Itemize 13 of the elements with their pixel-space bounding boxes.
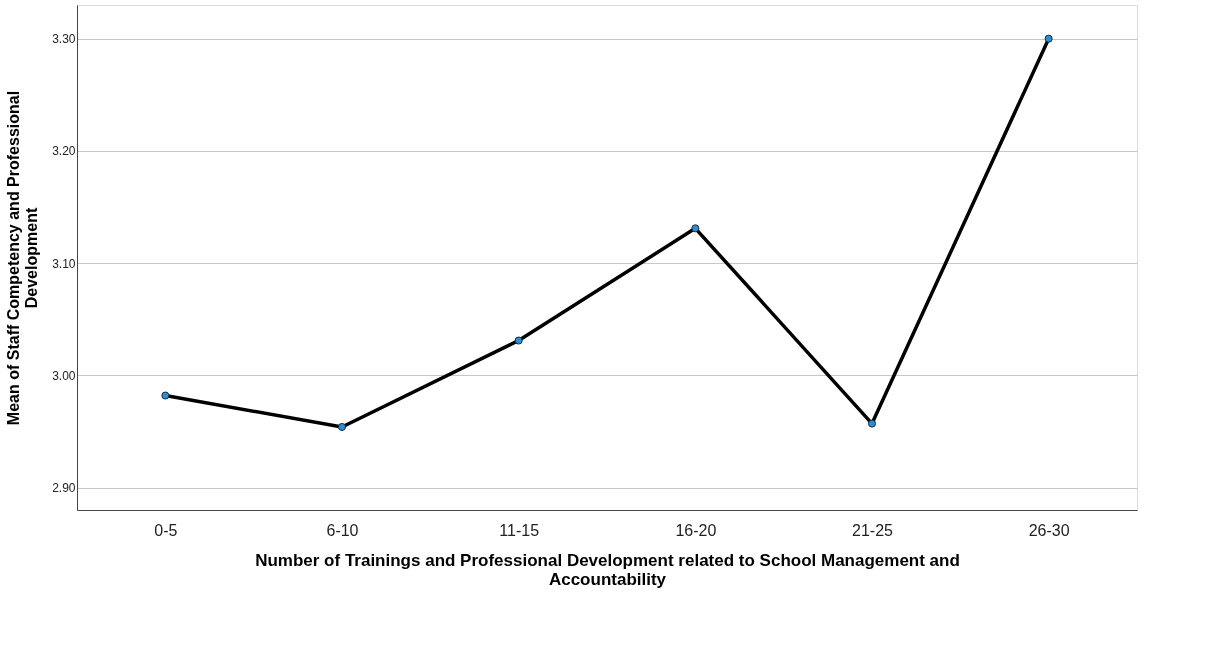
x-tick-label: 21-25 [852,521,894,539]
y-tick-label: 2.90 [52,481,76,496]
y-tick-label: 3.00 [52,368,76,383]
x-tick-label: 26-30 [1028,521,1070,539]
x-tick-label: 11-15 [499,521,540,539]
y-axis-title: Mean of Staff Competency and Professional Development [5,90,41,426]
x-tick-label: 16-20 [675,521,717,539]
x-tick-label: 0-5 [154,521,178,539]
x-axis-title: Number of Trainings and Professional Development related to School Management and Accountability [255,550,960,589]
y-tick-label: 3.20 [52,144,76,159]
x-tick-label: 6-10 [326,521,359,539]
y-tick-label: 3.30 [52,32,76,47]
y-tick-label: 3.10 [52,256,76,271]
